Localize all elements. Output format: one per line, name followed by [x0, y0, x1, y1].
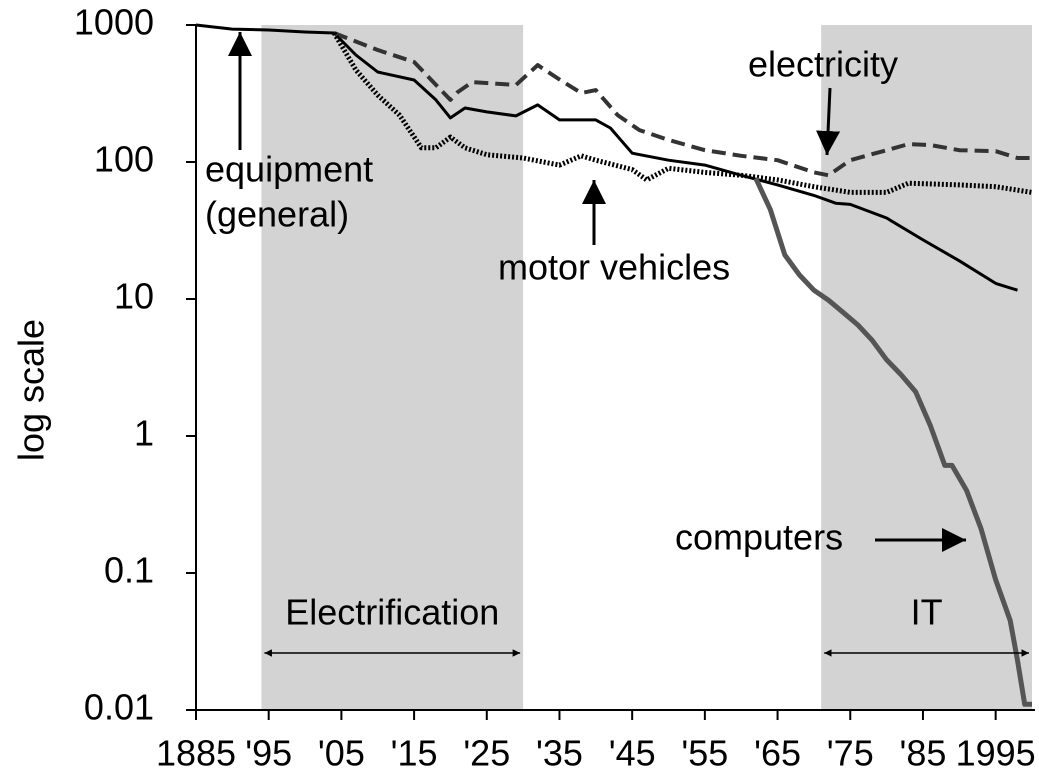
annotation: motor vehicles	[498, 247, 730, 288]
shaded-regions	[261, 25, 1032, 710]
annotation: electricity	[748, 44, 898, 85]
x-tick-label: '65	[754, 733, 801, 774]
x-tick-label: '35	[536, 733, 583, 774]
shaded-region	[821, 25, 1032, 710]
annotation: computers	[675, 517, 843, 558]
series-line	[333, 31, 1032, 178]
shaded-region	[261, 25, 524, 710]
x-tick-label: '85	[899, 733, 946, 774]
y-tick-label: 0.1	[104, 550, 154, 591]
x-tick-label: '75	[827, 733, 874, 774]
y-tick-label: 10	[114, 276, 154, 317]
y-tick-label: 0.01	[84, 687, 154, 728]
y-tick-label: 1000	[74, 2, 154, 43]
x-tick-label: '25	[463, 733, 510, 774]
region-label: Electrification	[285, 592, 499, 633]
y-tick-label: 100	[94, 139, 154, 180]
annotation: equipment	[205, 149, 373, 190]
x-tick-label: 1885	[156, 733, 236, 774]
x-tick-label: '55	[681, 733, 728, 774]
x-tick-label: '05	[318, 733, 365, 774]
series-line	[331, 31, 1033, 195]
x-tick-label: '95	[245, 733, 292, 774]
axes: 0.01 0.1 1 10 100 1000 1885'95 '05 '15 '25 '35 '45 '…	[74, 2, 1036, 774]
x-tick-label: '15	[391, 733, 438, 774]
lines	[195, 23, 1033, 707]
y-tick-label: 1	[134, 413, 154, 454]
series-line	[195, 23, 1018, 292]
x-tick-label: 1995	[956, 733, 1036, 774]
y-axis-label: log scale	[11, 319, 52, 461]
region-label: IT	[911, 592, 943, 633]
x-tick-label: '45	[609, 733, 656, 774]
series-line	[753, 177, 1032, 707]
annotation: (general)	[205, 194, 349, 235]
arrow	[816, 87, 841, 156]
